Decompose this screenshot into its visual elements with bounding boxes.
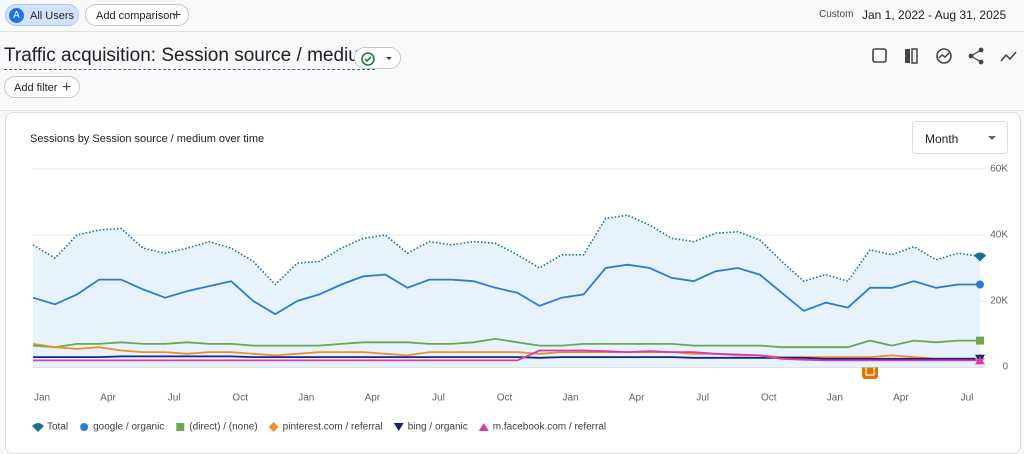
x-tick-label: Jan — [562, 393, 578, 404]
chart-title: Sessions by Session source / medium over… — [30, 133, 264, 145]
y-tick-label: 60K — [990, 164, 1008, 175]
series-line — [32, 337, 980, 349]
plus-icon: + — [62, 79, 72, 96]
legend-marker — [80, 423, 89, 431]
x-tick-label: Apr — [100, 393, 116, 404]
legend-marker — [478, 423, 489, 431]
add-comparison-label: Add comparison — [96, 10, 176, 22]
legend-marker — [393, 423, 404, 431]
end-marker — [975, 356, 985, 365]
date-range[interactable]: Jan 1, 2022 - Aug 31, 2025 — [862, 8, 1007, 22]
x-tick-label: Oct — [761, 393, 777, 404]
segment-badge: A — [9, 8, 24, 23]
legend-label: google / organic — [93, 422, 164, 433]
x-tick-label: Oct — [497, 393, 513, 404]
add-filter[interactable]: Add filter + — [4, 76, 80, 98]
add-comparison[interactable]: Add comparison + — [85, 4, 189, 26]
x-tick-label: Jul — [696, 393, 709, 404]
segment-chip[interactable]: A All Users — [5, 4, 79, 26]
legend-label: m.facebook.com / referral — [493, 422, 606, 433]
toolbar-icons[interactable] — [865, 44, 1024, 70]
granularity-label: Month — [925, 132, 959, 146]
add-filter-label: Add filter — [14, 82, 58, 94]
date-mode: Custom — [819, 9, 854, 20]
x-tick-label: Apr — [629, 393, 645, 404]
y-tick-label: 0 — [1002, 362, 1008, 373]
status-icon — [361, 52, 392, 66]
x-tick-label: Jan — [827, 393, 843, 404]
x-tick-label: Jan — [298, 393, 314, 404]
legend-label: (direct) / (none) — [189, 422, 257, 433]
series-line — [32, 263, 980, 316]
chart: Sessions by Session source / medium over… — [30, 133, 1008, 433]
granularity-select[interactable]: Month — [912, 121, 1008, 154]
legend-label: pinterest.com / referral — [283, 422, 383, 433]
end-marker — [976, 280, 984, 289]
plus-icon: + — [172, 7, 182, 24]
divider — [0, 31, 1024, 32]
legend-marker — [268, 422, 279, 432]
divider — [0, 110, 1024, 111]
x-tick-label: Oct — [232, 393, 248, 404]
series-line — [33, 349, 980, 362]
x-tick-label: Jan — [34, 393, 50, 404]
y-tick-label: 40K — [990, 230, 1008, 241]
dropdown-arrow — [988, 136, 996, 140]
end-marker — [974, 252, 986, 262]
page: A All Users Add comparison + Custom Jan … — [0, 4, 1024, 454]
legend-marker — [32, 423, 44, 432]
x-tick-label: Jul — [168, 393, 181, 404]
x-tick-label: Jul — [961, 393, 974, 404]
y-tick-label: 20K — [990, 296, 1008, 307]
x-tick-label: Jul — [432, 393, 445, 404]
x-tick-label: Apr — [365, 393, 381, 404]
report-title: Traffic acquisition: Session source / me… — [4, 45, 375, 70]
legend-marker — [176, 423, 185, 431]
legend-label: bing / organic — [408, 422, 468, 433]
end-marker — [976, 336, 984, 345]
legend-label: Total — [47, 422, 68, 433]
series-line — [33, 355, 980, 360]
series-line — [32, 343, 980, 360]
x-tick-label: Apr — [893, 393, 909, 404]
segment-label: All Users — [30, 10, 75, 22]
status-chip[interactable] — [354, 47, 401, 69]
